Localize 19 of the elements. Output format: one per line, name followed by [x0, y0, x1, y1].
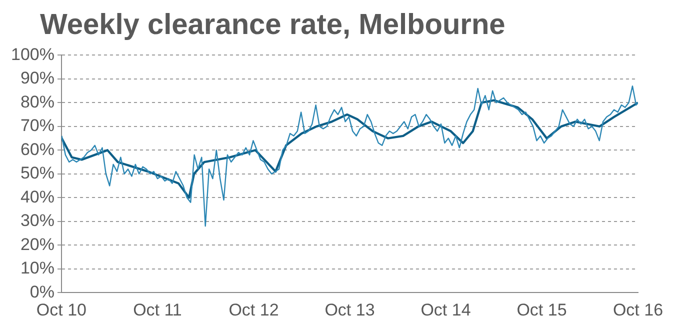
x-tick-label: Oct 12 [228, 300, 279, 320]
y-tick-label: 60% [20, 140, 54, 159]
y-tick-label: 40% [20, 187, 54, 206]
x-tick-label: Oct 15 [516, 300, 567, 320]
x-tick-label: Oct 13 [324, 300, 375, 320]
x-tick-label: Oct 11 [133, 300, 182, 320]
x-tick-label: Oct 16 [612, 300, 664, 320]
x-tick-label: Oct 14 [420, 300, 471, 320]
y-tick-label: 100% [10, 44, 54, 64]
y-tick-label: 10% [20, 258, 54, 278]
y-tick-label: 30% [20, 211, 54, 230]
y-tick-label: 90% [20, 68, 54, 88]
y-tick-label: 70% [20, 116, 54, 136]
x-tick-label: Oct 10 [36, 300, 87, 320]
y-tick-label: 20% [20, 234, 54, 254]
y-tick-label: 50% [20, 164, 54, 183]
chart-title: Weekly clearance rate, Melbourne [40, 8, 506, 42]
y-tick-label: 0% [30, 282, 54, 302]
y-tick-label: 80% [20, 92, 54, 112]
